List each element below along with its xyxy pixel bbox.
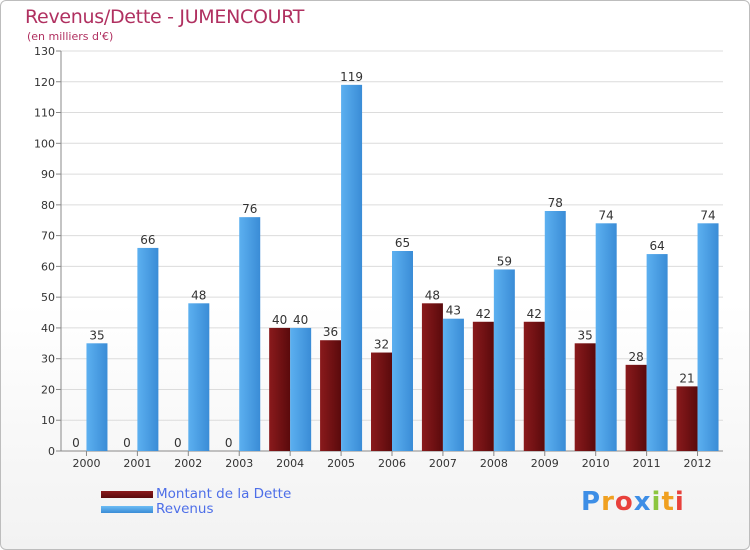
bar-revenus — [392, 251, 413, 451]
data-label-dette: 32 — [374, 338, 389, 352]
proxiti-logo: Proxiti — [581, 487, 685, 517]
x-tick-label: 2009 — [531, 457, 559, 470]
legend-label-revenus: Revenus — [156, 501, 214, 517]
chart-title: Revenus/Dette - JUMENCOURT — [25, 6, 305, 28]
y-tick-label: 60 — [41, 260, 55, 273]
bar-revenus — [493, 269, 515, 451]
x-tick-label: 2000 — [72, 457, 100, 470]
legend-swatch-dette — [101, 491, 153, 498]
logo-letter: i — [651, 487, 662, 517]
data-label-revenus: 59 — [497, 254, 512, 268]
data-label-revenus: 74 — [599, 208, 614, 222]
data-label-dette: 40 — [272, 313, 287, 327]
y-tick-label: 20 — [41, 383, 55, 396]
x-tick-label: 2003 — [225, 457, 253, 470]
logo-letter: r — [601, 487, 615, 517]
logo-letter: o — [614, 487, 634, 517]
bar-revenus — [442, 318, 464, 451]
data-label-revenus: 64 — [649, 239, 664, 253]
x-tick-label: 2007 — [429, 457, 457, 470]
data-label-dette: 28 — [628, 350, 643, 364]
data-label-dette: 42 — [476, 307, 491, 321]
y-tick-label: 90 — [41, 168, 55, 181]
data-label-revenus: 40 — [293, 313, 308, 327]
bar-revenus — [290, 327, 312, 451]
bar-revenus — [595, 223, 617, 451]
data-label-dette: 21 — [679, 371, 694, 385]
data-label-dette: 48 — [425, 288, 440, 302]
bar-revenus — [86, 343, 108, 451]
data-label-revenus: 43 — [446, 304, 461, 318]
legend-swatch-revenus — [101, 506, 153, 513]
x-tick-label: 2011 — [633, 457, 661, 470]
chart-legend: Montant de la Dette Revenus — [101, 487, 291, 517]
y-tick-label: 110 — [34, 107, 55, 120]
legend-item-revenus: Revenus — [101, 502, 291, 517]
y-tick-label: 40 — [41, 322, 55, 335]
y-tick-label: 120 — [34, 76, 55, 89]
y-tick-label: 70 — [41, 230, 55, 243]
x-tick-label: 2008 — [480, 457, 508, 470]
bar-dette — [574, 343, 596, 451]
logo-letter: P — [581, 487, 602, 517]
bar-revenus — [341, 84, 363, 451]
legend-item-dette: Montant de la Dette — [101, 487, 291, 502]
x-tick-label: 2005 — [327, 457, 355, 470]
data-label-dette: 0 — [174, 436, 182, 450]
data-label-revenus: 65 — [395, 236, 410, 250]
data-label-revenus: 35 — [89, 328, 104, 342]
logo-letter: t — [661, 487, 675, 517]
bar-dette — [676, 386, 698, 451]
legend-label-dette: Montant de la Dette — [156, 486, 292, 502]
bar-dette — [472, 321, 494, 451]
y-tick-label: 80 — [41, 199, 55, 212]
bar-revenus — [188, 303, 210, 451]
y-tick-label: 130 — [34, 45, 55, 58]
data-label-dette: 35 — [578, 328, 593, 342]
data-label-revenus: 66 — [140, 233, 155, 247]
bar-dette — [371, 352, 392, 451]
logo-letter: x — [633, 487, 652, 517]
data-label-revenus: 78 — [548, 196, 563, 210]
x-tick-label: 2002 — [174, 457, 202, 470]
bar-dette — [269, 327, 291, 451]
bar-dette — [320, 340, 342, 451]
data-label-revenus: 119 — [340, 70, 363, 84]
bar-dette — [523, 321, 545, 451]
logo-letter: i — [674, 487, 685, 517]
data-label-dette: 36 — [323, 325, 338, 339]
x-tick-label: 2001 — [123, 457, 151, 470]
data-label-dette: 0 — [123, 436, 131, 450]
data-label-dette: 0 — [225, 436, 233, 450]
bar-revenus — [137, 247, 159, 451]
bar-dette — [625, 364, 647, 451]
data-label-dette: 0 — [72, 436, 80, 450]
x-tick-label: 2010 — [582, 457, 610, 470]
x-tick-label: 2004 — [276, 457, 304, 470]
data-label-revenus: 76 — [242, 202, 257, 216]
bar-revenus — [697, 223, 719, 451]
data-label-revenus: 48 — [191, 288, 206, 302]
x-tick-label: 2006 — [378, 457, 406, 470]
y-tick-label: 0 — [48, 445, 55, 458]
y-tick-label: 100 — [34, 137, 55, 150]
chart-subtitle: (en milliers d'€) — [27, 30, 114, 43]
data-label-revenus: 74 — [700, 208, 715, 222]
bar-revenus — [646, 254, 668, 451]
y-tick-label: 50 — [41, 291, 55, 304]
y-tick-label: 30 — [41, 353, 55, 366]
data-label-dette: 42 — [527, 307, 542, 321]
y-tick-label: 10 — [41, 414, 55, 427]
bar-dette — [421, 303, 443, 451]
x-tick-label: 2012 — [684, 457, 712, 470]
bar-revenus — [544, 211, 566, 451]
bar-revenus — [239, 217, 261, 451]
